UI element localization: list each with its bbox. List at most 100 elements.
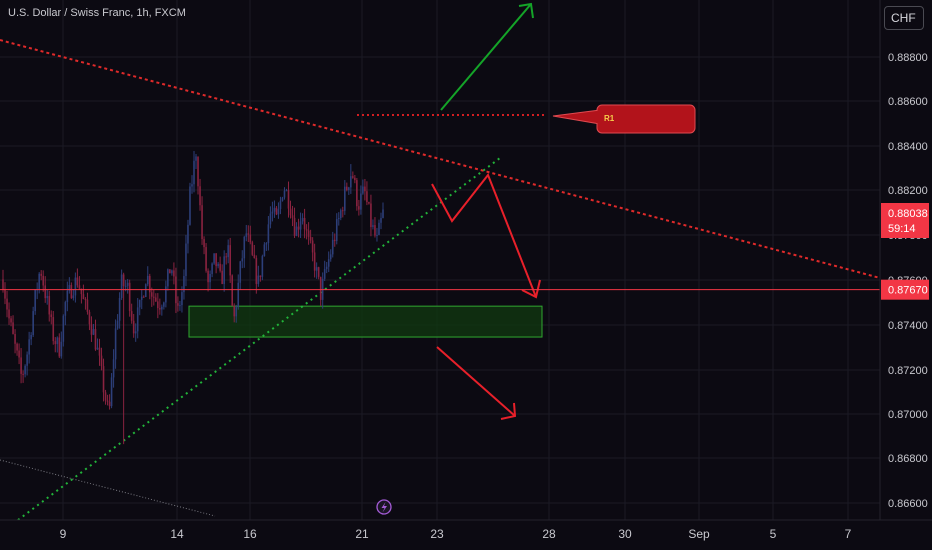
grid [0, 0, 880, 520]
arrow-drawings[interactable] [431, 2, 541, 420]
candle-body [171, 270, 173, 274]
candle-body [350, 176, 352, 188]
candle-body [303, 217, 306, 230]
candle-body [259, 275, 262, 277]
candle-body [231, 275, 234, 306]
time-axis-background [0, 520, 932, 550]
time-tick-label: 5 [770, 527, 777, 541]
candle-body [337, 218, 340, 220]
support-trendline[interactable] [17, 157, 501, 521]
red-down-arrow-head[interactable] [500, 402, 517, 420]
lightning-icon[interactable] [376, 499, 392, 515]
candle-body [211, 263, 213, 274]
price-axis-background [880, 0, 932, 520]
candle-body [346, 186, 348, 191]
candle-body [279, 200, 282, 210]
currency-button[interactable]: CHF [884, 6, 924, 30]
candle-body [22, 373, 24, 375]
candle-body [126, 282, 129, 286]
candle-body [76, 277, 79, 286]
red-zigzag-arrow-head[interactable] [521, 279, 541, 299]
price-tick-label: 0.86600 [888, 498, 928, 510]
candle-body [237, 282, 240, 308]
candle-body [78, 285, 81, 289]
demand-zone[interactable] [188, 305, 543, 338]
trendlines[interactable] [0, 39, 881, 521]
candle-body [46, 296, 49, 299]
candle-body [94, 329, 97, 350]
r1-callout[interactable]: R1 [357, 104, 696, 134]
candle-body [132, 320, 135, 334]
candle-body [343, 186, 346, 211]
candle-body [100, 355, 103, 367]
candle-body [58, 337, 61, 357]
candle-body [341, 210, 344, 212]
price-axis[interactable]: 0.888000.886000.884000.882000.878000.876… [879, 0, 932, 520]
candle-body [293, 217, 296, 236]
candle-body [60, 341, 63, 357]
candle-body [313, 252, 316, 271]
candle-body [98, 347, 101, 356]
candle-body [239, 261, 242, 283]
candle-body [62, 315, 65, 342]
green-up-arrow-head[interactable] [518, 2, 534, 19]
candle-body [370, 203, 372, 227]
candle-body [362, 186, 364, 194]
candle-body [155, 297, 157, 302]
time-tick-label: 30 [618, 527, 632, 541]
candle-body [255, 258, 258, 284]
candle-body [110, 377, 113, 407]
green-up-arrow-shaft[interactable] [440, 3, 532, 111]
candle-body [339, 210, 342, 219]
candle-body [157, 301, 159, 309]
candle-body [118, 297, 121, 321]
demand-zone-rect[interactable] [188, 305, 543, 338]
candle-body [88, 311, 91, 325]
candle-body [356, 180, 358, 207]
candle-body [271, 211, 274, 214]
resistance-trendline[interactable] [0, 39, 881, 279]
candle-body [229, 245, 231, 276]
candle-body [130, 311, 133, 321]
candle-body [70, 284, 73, 299]
candle-body [325, 266, 328, 270]
candle-body [249, 234, 252, 243]
candle-body [209, 273, 211, 283]
candle-body [12, 322, 14, 334]
candle-body [247, 233, 250, 235]
candle-body [183, 275, 185, 293]
candle-body [82, 294, 85, 300]
candle-body [136, 307, 139, 332]
candle-body [311, 240, 314, 253]
candle-body [380, 217, 382, 223]
candle-body [333, 239, 336, 242]
price-tick-label: 0.87400 [888, 320, 928, 332]
candle-body [34, 289, 36, 312]
price-tick-label: 0.87200 [888, 365, 928, 377]
horizontal-line-price-value: 0.87670 [888, 285, 928, 297]
candle-body [203, 239, 205, 248]
candle-body [223, 256, 225, 284]
time-tick-label: 14 [170, 527, 184, 541]
candle-body [74, 277, 77, 296]
candle-body [114, 328, 117, 360]
candle-body [307, 230, 310, 237]
red-down-arrow-shaft[interactable] [436, 346, 516, 417]
candle-body [283, 190, 286, 198]
candle-body [233, 305, 236, 317]
red-zigzag-arrow-shaft[interactable] [431, 173, 537, 298]
candle-body [217, 263, 219, 267]
current-price-tag[interactable] [881, 203, 929, 238]
time-axis[interactable]: 9 14 16 21 23 28 30 Sep 5 7 [0, 519, 932, 550]
price-tick-label: 0.88200 [888, 185, 928, 197]
time-tick-label: 16 [243, 527, 257, 541]
candle-body [38, 273, 40, 290]
faint-trendline[interactable] [0, 459, 216, 517]
candle-body [159, 308, 161, 310]
candle-body [382, 209, 384, 218]
horizontal-line-price-tag[interactable] [881, 279, 929, 300]
price-tick-label: 0.88600 [888, 96, 928, 108]
candle-body [368, 202, 370, 204]
